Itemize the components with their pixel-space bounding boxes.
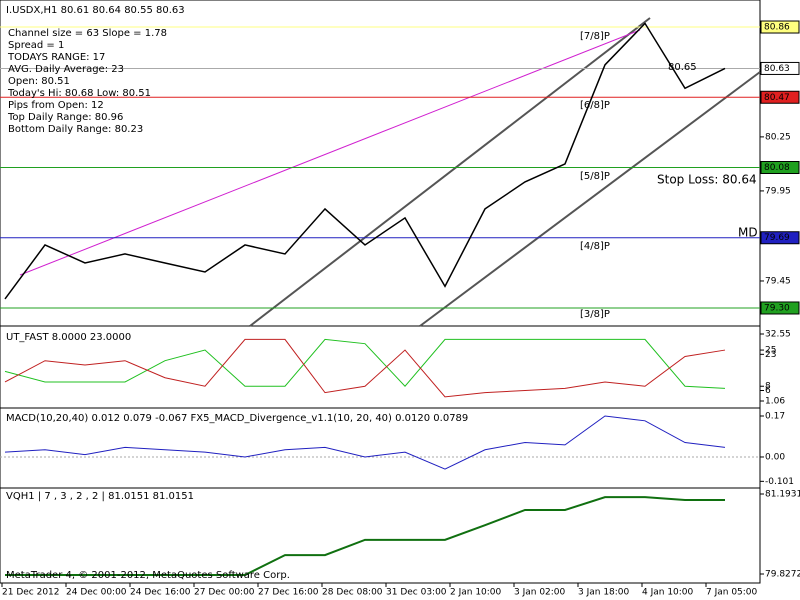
info-line: Bottom Daily Range: 80.23: [8, 124, 143, 135]
date-label: 2 Jan 10:00: [450, 588, 502, 598]
info-line: Pips from Open: 12: [8, 100, 104, 111]
info-line: Top Daily Range: 80.96: [7, 112, 123, 123]
annotation: Stop Loss: 80.64: [657, 173, 757, 187]
annotation: [6/8]P: [580, 100, 610, 111]
date-label: 24 Dec 16:00: [130, 588, 191, 598]
y-tick-label: 79.45: [765, 276, 791, 286]
channel: [419, 71, 761, 327]
level-label: 80.86: [764, 23, 790, 33]
info-line: Spread = 1: [8, 40, 64, 51]
trendline: [19, 29, 641, 276]
annotation: [3/8]P: [580, 309, 610, 320]
annotation: 80.65: [668, 62, 697, 73]
level-label: 80.08: [764, 163, 790, 173]
y-tick-label: 81.1931: [765, 490, 800, 500]
y-tick-label: 79.95: [765, 186, 791, 196]
level-label: 80.47: [764, 93, 790, 103]
date-label: 31 Dec 03:00: [386, 588, 447, 598]
date-label: 7 Jan 05:00: [706, 588, 758, 598]
series-line: [4, 338, 726, 389]
panel-title: VQH1 | 7 , 3 , 2 , 2 | 81.0151 81.0151: [6, 491, 194, 502]
y-tick-label: -0.101: [765, 477, 794, 487]
info-line: AVG. Daily Average: 23: [8, 64, 124, 75]
level-label: 79.30: [764, 303, 790, 313]
level-label: 79.69: [764, 233, 790, 243]
date-label: 27 Dec 00:00: [194, 588, 255, 598]
y-tick-label: 0.00: [765, 452, 785, 462]
channel: [249, 17, 651, 327]
y-tick-label: 32.55: [765, 330, 791, 340]
info-line: TODAYS RANGE: 17: [7, 52, 105, 63]
date-label: 24 Dec 00:00: [66, 588, 127, 598]
y-tick-label: 1.06: [765, 397, 785, 407]
level-tag: [760, 301, 800, 315]
info-line: Open: 80.51: [8, 76, 70, 87]
series-line: [5, 496, 725, 577]
date-label: 28 Dec 08:00: [322, 588, 383, 598]
footer: MetaTrader 4, © 2001-2012, MetaQuotes So…: [6, 570, 290, 581]
info-line: Today's Hi: 80.68 Low: 80.51: [7, 88, 151, 99]
y-tick-label: 23: [765, 350, 776, 360]
level-tag: [760, 161, 800, 175]
date-label: 21 Dec 2012: [2, 588, 60, 598]
date-label: 27 Dec 16:00: [258, 588, 319, 598]
level-label: 80.63: [764, 64, 790, 74]
series-line: [4, 415, 726, 470]
level-tag: [760, 61, 800, 75]
level-tag: [760, 20, 800, 34]
series-line: [4, 338, 726, 398]
level-tag: [760, 90, 800, 104]
annotation: [7/8]P: [580, 31, 610, 42]
y-tick-label: 79.8272: [765, 569, 800, 579]
y-tick-label: 80.25: [765, 132, 791, 142]
annotation: [5/8]P: [580, 171, 610, 182]
y-tick-label: 0.17: [765, 411, 785, 421]
date-label: 4 Jan 10:00: [642, 588, 694, 598]
panel-title: MACD(10,20,40) 0.012 0.079 -0.067 FX5_MA…: [6, 413, 468, 424]
date-label: 3 Jan 02:00: [514, 588, 566, 598]
annotation: [4/8]P: [580, 241, 610, 252]
series-line: [4, 22, 726, 300]
annotation: MD: [738, 226, 758, 240]
y-tick-label: 25: [765, 346, 776, 356]
y-tick-label: 6: [765, 386, 771, 396]
y-tick-label: 8: [765, 382, 771, 392]
info-line: Channel size = 63 Slope = 1.78: [8, 28, 167, 39]
level-tag: [760, 231, 800, 245]
panel-title: UT_FAST 8.0000 23.0000: [6, 332, 131, 343]
date-label: 3 Jan 18:00: [578, 588, 630, 598]
symbol: I.USDX,H1 80.61 80.64 80.55 80.63: [6, 5, 185, 16]
